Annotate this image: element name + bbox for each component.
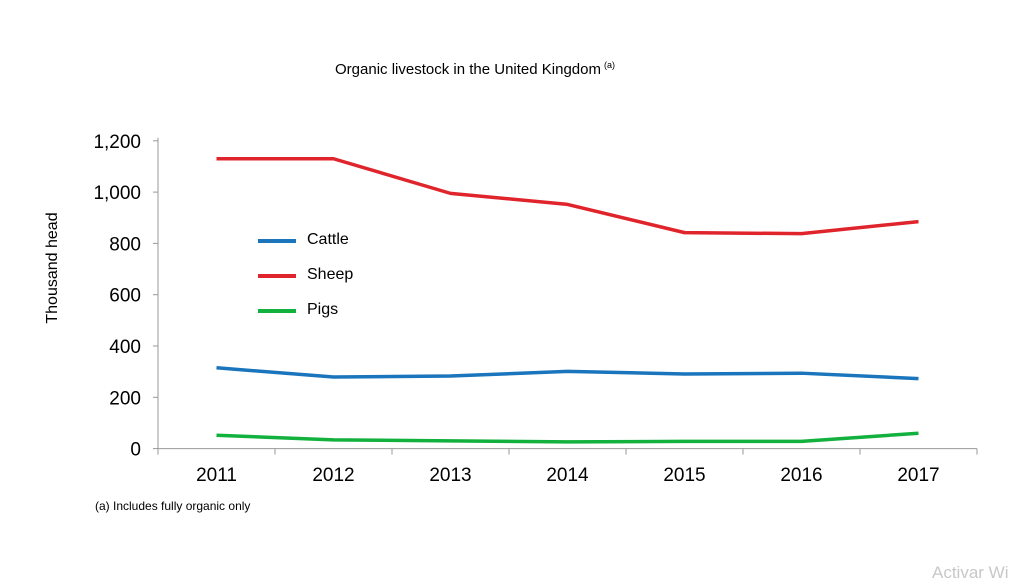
y-tick-label: 1,000 — [93, 183, 141, 204]
y-tick-label: 200 — [109, 388, 141, 409]
legend-label-sheep: Sheep — [307, 266, 353, 283]
x-tick-label: 2014 — [546, 465, 589, 486]
x-tick-label: 2015 — [663, 465, 705, 486]
legend-label-pigs: Pigs — [307, 301, 338, 318]
series-line-cattle — [217, 368, 919, 379]
x-tick-label: 2017 — [897, 465, 939, 486]
activation-watermark: Activar Wi — [932, 563, 1009, 583]
series-line-sheep — [217, 159, 919, 234]
y-tick-label: 600 — [109, 286, 141, 307]
x-tick-label: 2013 — [429, 465, 471, 486]
y-tick-label: 1,200 — [93, 132, 141, 153]
y-tick-label: 0 — [130, 440, 141, 461]
y-tick-label: 800 — [109, 234, 141, 255]
x-tick-label: 2012 — [312, 465, 354, 486]
chart-footnote: (a) Includes fully organic only — [95, 499, 250, 513]
series-line-pigs — [217, 433, 919, 442]
y-axis-label: Thousand head — [44, 212, 61, 323]
x-tick-label: 2016 — [780, 465, 822, 486]
y-tick-label: 400 — [109, 337, 141, 358]
x-tick-label: 2011 — [196, 465, 237, 486]
legend-label-cattle: Cattle — [307, 231, 349, 248]
